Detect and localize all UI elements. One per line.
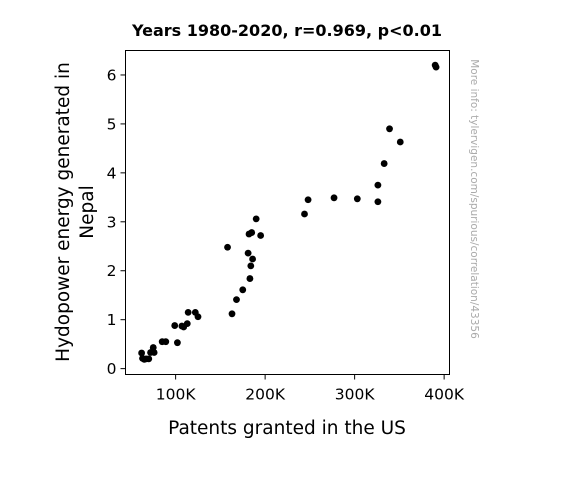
chart-title: Years 1980-2020, r=0.969, p<0.01 [131, 21, 442, 40]
y-tick-label: 2 [107, 262, 117, 280]
plot-frame [125, 50, 450, 375]
y-tick-label: 4 [107, 164, 117, 182]
y-tick-label: 6 [107, 66, 117, 84]
data-point [194, 313, 202, 321]
data-point [249, 255, 256, 263]
data-point [252, 215, 260, 223]
data-point [145, 355, 153, 363]
data-point [244, 249, 252, 257]
data-point [247, 262, 255, 270]
y-tick-label: 3 [107, 213, 117, 231]
data-point [239, 286, 247, 294]
watermark-source: More info: tylervigen.com/spurious/corre… [468, 59, 480, 339]
data-point [233, 296, 240, 304]
data-point [386, 125, 393, 133]
data-point [432, 63, 440, 71]
data-point [171, 322, 179, 329]
data-points [138, 61, 440, 363]
data-point [374, 198, 382, 206]
data-point [138, 349, 146, 357]
data-point [396, 138, 404, 146]
data-point [353, 195, 361, 203]
y-tick-label: 5 [107, 115, 117, 133]
y-tick-label: 0 [107, 360, 117, 378]
data-point [150, 349, 158, 356]
data-point [162, 338, 170, 346]
x-axis-ticks: 100K 200K 300K 400K [156, 374, 465, 404]
data-point [228, 310, 236, 318]
data-point [257, 232, 265, 239]
data-point [330, 194, 338, 202]
data-point [224, 243, 231, 251]
y-axis-ticks: 0 1 2 3 4 5 6 [107, 66, 126, 378]
y-tick-label: 1 [107, 311, 117, 329]
data-point [183, 320, 191, 327]
y-axis-label-line-2: Nepal [77, 185, 98, 238]
data-point [380, 160, 388, 167]
data-point [174, 339, 181, 347]
data-point [304, 196, 312, 204]
x-tick-label: 100K [156, 386, 197, 404]
x-axis-label: Patents granted in the US [168, 418, 406, 439]
data-point [248, 229, 256, 236]
x-tick-label: 400K [424, 386, 465, 404]
data-point [246, 275, 254, 282]
y-axis-label-line-1: Hydopower energy generated in [53, 62, 74, 362]
x-tick-label: 200K [245, 386, 286, 404]
data-point [301, 210, 308, 218]
x-tick-label: 300K [335, 386, 376, 404]
data-point [374, 181, 382, 189]
data-point [184, 308, 192, 316]
